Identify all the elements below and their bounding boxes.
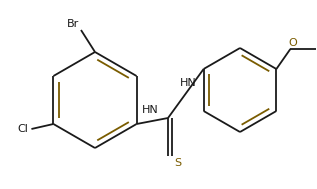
Text: O: O (288, 38, 297, 48)
Text: Br: Br (67, 19, 79, 29)
Text: HN: HN (179, 77, 196, 88)
Text: Cl: Cl (17, 124, 29, 134)
Text: HN: HN (142, 105, 159, 115)
Text: S: S (174, 158, 182, 168)
